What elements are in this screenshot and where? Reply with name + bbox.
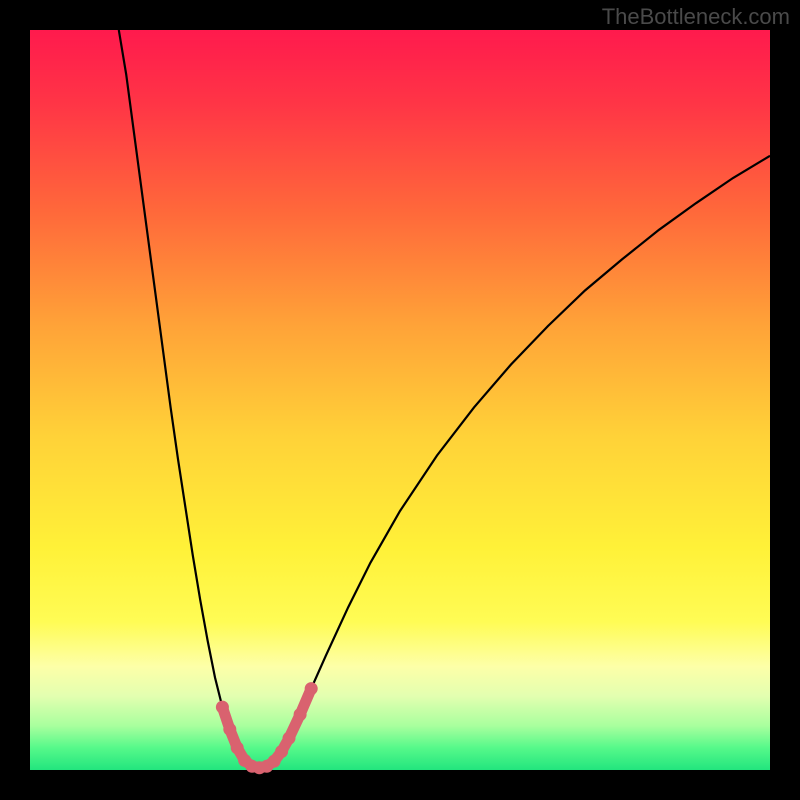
marker-dot — [305, 682, 318, 695]
bottleneck-chart — [0, 0, 800, 800]
chart-frame: TheBottleneck.com — [0, 0, 800, 800]
marker-dot — [275, 745, 288, 758]
marker-dot — [294, 708, 307, 721]
marker-dot — [223, 723, 236, 736]
marker-dot — [231, 741, 244, 754]
watermark-text: TheBottleneck.com — [602, 4, 790, 30]
marker-dot — [216, 701, 229, 714]
marker-dot — [283, 732, 296, 745]
